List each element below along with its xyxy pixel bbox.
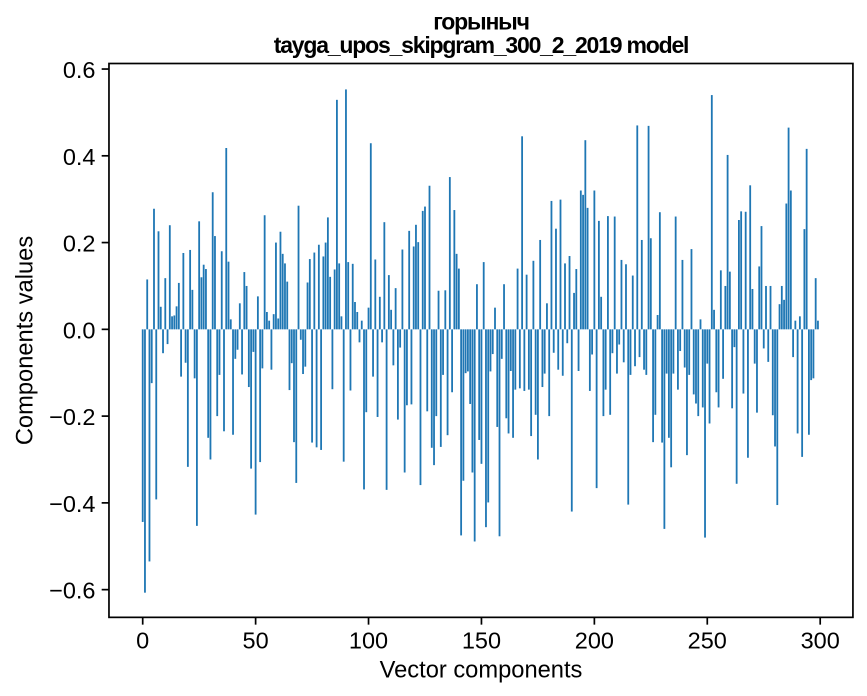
svg-text:50: 50: [243, 627, 269, 653]
svg-text:0.0: 0.0: [63, 317, 96, 343]
svg-text:200: 200: [575, 627, 614, 653]
svg-text:0.6: 0.6: [63, 57, 96, 83]
svg-text:0.4: 0.4: [63, 144, 96, 170]
svg-text:tayga_upos_skipgram_300_2_2019: tayga_upos_skipgram_300_2_2019 model: [274, 32, 689, 58]
svg-text:0: 0: [136, 627, 149, 653]
svg-text:Vector components: Vector components: [380, 658, 583, 684]
svg-text:горыныч: горыныч: [433, 9, 529, 35]
svg-text:−0.2: −0.2: [49, 404, 95, 430]
svg-text:300: 300: [801, 627, 840, 653]
svg-text:150: 150: [462, 627, 501, 653]
svg-text:−0.4: −0.4: [49, 491, 95, 517]
svg-text:0.2: 0.2: [63, 231, 96, 257]
svg-text:250: 250: [688, 627, 727, 653]
svg-text:−0.6: −0.6: [49, 578, 95, 604]
svg-text:Components values: Components values: [13, 236, 39, 445]
svg-text:100: 100: [349, 627, 388, 653]
